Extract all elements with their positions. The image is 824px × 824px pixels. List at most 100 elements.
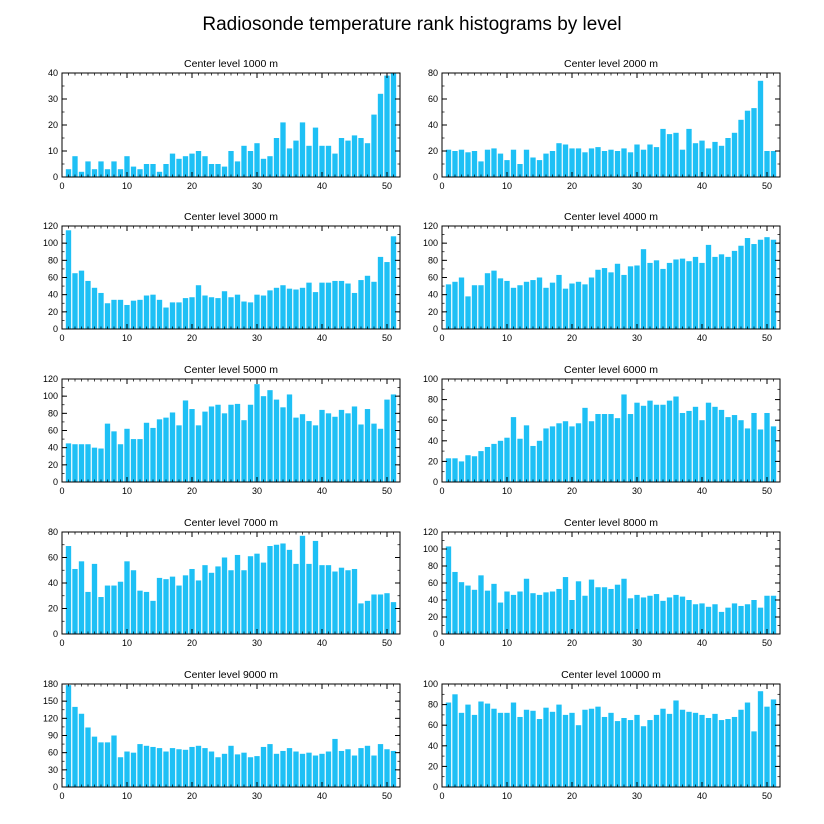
x-tick-label: 40 (697, 181, 707, 191)
y-tick-label: 100 (43, 238, 58, 248)
bar (653, 260, 660, 329)
bar (137, 299, 143, 329)
bar (72, 706, 78, 787)
bar (517, 438, 523, 482)
bar (549, 282, 556, 329)
bar (338, 138, 345, 177)
bar (390, 602, 397, 635)
x-tick-label: 20 (567, 791, 577, 801)
x-tick-label: 10 (122, 638, 132, 648)
y-tick-label: 80 (428, 700, 438, 710)
bar (143, 164, 150, 177)
panel-5: Center level 5000 m 0 10 20 30 40 50 0 20 40 60 80 1… (43, 364, 401, 496)
bar (345, 283, 351, 329)
y-tick-label: 60 (48, 273, 58, 283)
bar (608, 272, 614, 329)
bar (634, 594, 640, 634)
x-tick-label: 40 (697, 638, 707, 648)
bar (299, 414, 306, 482)
y-tick-label: 10 (48, 146, 58, 156)
bar (478, 451, 484, 482)
bar (582, 595, 588, 634)
bar (169, 576, 176, 635)
bar (117, 757, 124, 787)
y-tick-label: 80 (428, 68, 438, 78)
bar (504, 160, 510, 177)
bar (738, 420, 744, 482)
y-tick-label: 0 (433, 324, 438, 334)
bar (306, 752, 312, 787)
bar (556, 704, 562, 787)
y-tick-label: 0 (433, 172, 438, 182)
bar (491, 443, 497, 482)
bar (117, 169, 124, 177)
bar (608, 414, 614, 482)
bar (549, 591, 556, 634)
bar (117, 581, 124, 634)
bar (319, 282, 325, 329)
bar (65, 230, 72, 329)
bar (595, 414, 601, 482)
bar (660, 404, 666, 482)
bar (384, 593, 390, 634)
x-tick-label: 20 (187, 486, 197, 496)
y-tick-label: 20 (48, 460, 58, 470)
x-tick-label: 10 (502, 791, 512, 801)
bar (705, 148, 712, 177)
bar (523, 149, 530, 177)
bar (627, 598, 634, 634)
x-tick-label: 20 (567, 333, 577, 343)
bar (575, 423, 582, 482)
bar (189, 746, 195, 787)
bar (299, 753, 306, 787)
x-tick-label: 30 (632, 638, 642, 648)
bar (390, 750, 397, 787)
x-tick-label: 10 (122, 791, 132, 801)
bar (215, 404, 221, 482)
bar (332, 280, 338, 329)
bar (111, 735, 117, 787)
bar (478, 161, 484, 177)
bar (338, 409, 345, 482)
bar (137, 590, 143, 634)
bar (182, 575, 189, 634)
bar (182, 749, 189, 787)
bar (478, 701, 484, 787)
bar (319, 753, 325, 787)
bar (234, 161, 241, 177)
bar (215, 757, 221, 787)
x-tick-label: 0 (59, 333, 64, 343)
x-tick-label: 20 (187, 791, 197, 801)
bar (208, 297, 215, 329)
bar (143, 422, 150, 482)
bar (267, 744, 273, 787)
bar (299, 535, 306, 634)
bar (371, 755, 377, 787)
bar (497, 440, 504, 482)
bar (215, 164, 221, 177)
bar (757, 607, 764, 634)
bar (478, 285, 484, 329)
bar (371, 594, 377, 634)
bar (260, 746, 267, 787)
bar (491, 583, 497, 634)
bar (104, 423, 111, 482)
bar (718, 720, 725, 787)
bar (137, 169, 143, 177)
bar (130, 570, 137, 634)
bar (345, 413, 351, 482)
bar (345, 140, 351, 177)
bar (536, 160, 543, 177)
bar (98, 161, 104, 177)
bar (770, 595, 777, 634)
x-tick-label: 0 (59, 181, 64, 191)
bar (523, 281, 530, 329)
bar (647, 720, 653, 787)
panel-1: Center level 1000 m 0 10 20 30 40 50 0 10 20 30 40 (48, 58, 401, 191)
bar (202, 565, 208, 634)
bar (699, 420, 705, 482)
bar (595, 147, 601, 177)
bar (241, 420, 247, 482)
panel-title: Center level 7000 m (184, 517, 278, 529)
bar (358, 138, 364, 177)
